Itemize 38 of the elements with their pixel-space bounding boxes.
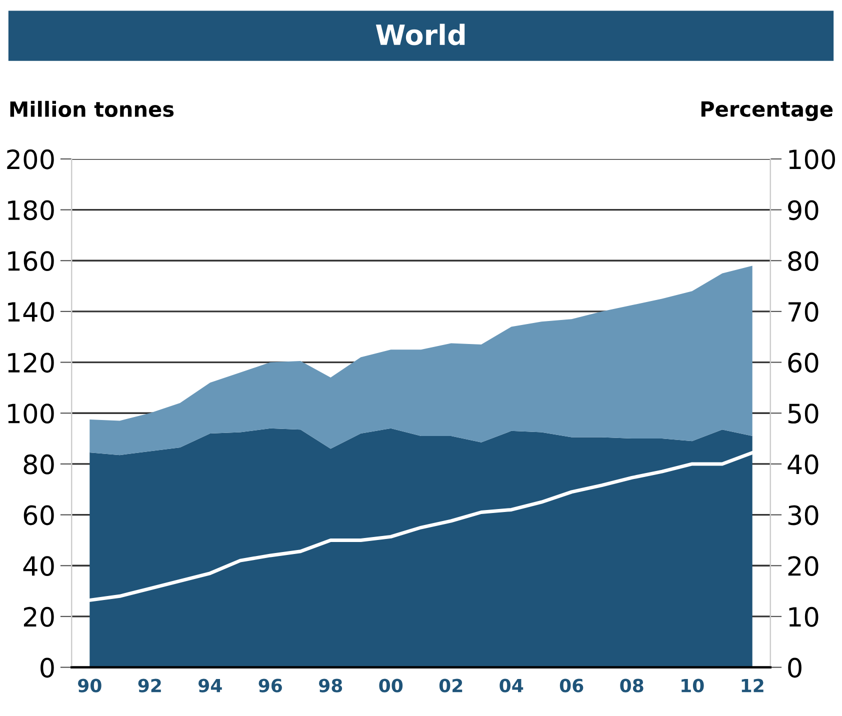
y-axis-title: Million tonnes	[10, 100, 174, 118]
y-tick-label: 40	[23, 556, 54, 576]
y-tick-label: 20	[24, 606, 54, 627]
x-tick-label: 00	[379, 678, 403, 692]
y-tick-label: 140	[8, 302, 54, 322]
chart-title: World	[376, 24, 465, 46]
x-tick-label: 08	[620, 678, 644, 692]
x-tick-label: 96	[258, 678, 282, 692]
y2-tick-label: 80	[788, 251, 818, 272]
y2-tick-label: 20	[788, 556, 818, 576]
y2-tick-label: 90	[788, 200, 818, 220]
y2-axis-title: Percentage	[701, 101, 833, 122]
y2-tick-label: 40	[788, 454, 818, 474]
y2-tick-label: 10	[789, 606, 818, 627]
y-tick-label: 80	[24, 454, 54, 474]
y2-tick-label: 60	[788, 352, 818, 373]
y2-tick-label: 50	[788, 404, 818, 424]
y-tick-label: 100	[8, 404, 54, 424]
x-tick-label: 90	[78, 678, 102, 692]
x-tick-label: 06	[560, 678, 584, 692]
y-tick-label: 120	[8, 352, 54, 373]
y-tick-label: 0	[40, 658, 54, 678]
y2-tick-label: 70	[788, 302, 818, 322]
y-tick-label: 180	[8, 200, 54, 220]
line-series	[88, 451, 754, 602]
x-tick-label: 94	[198, 678, 222, 692]
x-tick-label: 10	[682, 678, 704, 692]
y2-tick-label: 100	[789, 149, 836, 170]
y2-tick-label: 30	[788, 505, 818, 526]
y-tick-label: 60	[24, 505, 54, 526]
y-tick-label: 200	[7, 149, 54, 170]
x-tick-label: 92	[138, 678, 161, 692]
x-tick-label: 04	[500, 678, 524, 692]
x-tick-label: 98	[319, 678, 342, 692]
y-tick-label: 160	[8, 251, 54, 272]
x-tick-label: 02	[439, 678, 462, 692]
x-tick-label: 12	[742, 678, 764, 692]
y2-tick-label: 0	[788, 658, 802, 678]
